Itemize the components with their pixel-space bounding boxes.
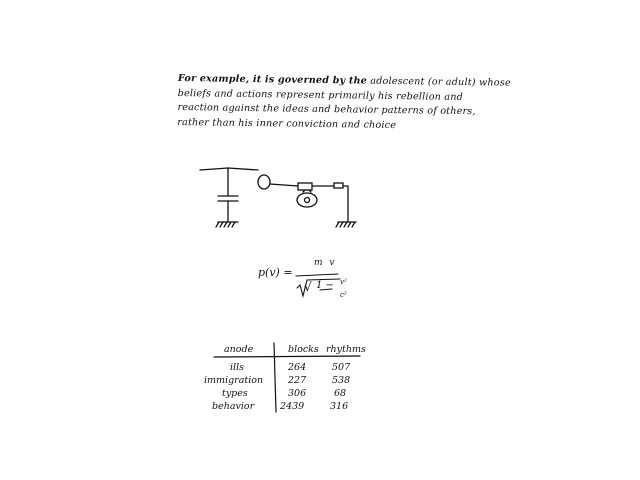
resistor-box-2 (333, 182, 344, 189)
radical-overline (296, 278, 341, 299)
fraction-bar (295, 273, 339, 277)
formula-radical: √ (304, 280, 312, 294)
table-row-3-blocks: 306 (288, 388, 307, 399)
table-row-3-label: types (222, 388, 248, 399)
handwritten-table: anode blocks rhythms ills 264 507 immigr… (200, 342, 380, 416)
table-row-1-label: ills (230, 362, 244, 373)
table-row-4-rhythms: 316 (330, 401, 349, 412)
table-column-rule (273, 342, 277, 413)
table-row-2-blocks: 227 (288, 375, 307, 386)
formula-inner-denominator: c² (340, 291, 347, 299)
resistor-box-1 (297, 182, 313, 191)
formula-numerator: m v (314, 258, 337, 268)
wire-middle (269, 183, 299, 187)
table-header-anode: anode (224, 344, 254, 355)
loop-symbol (257, 174, 271, 190)
eye-source (296, 192, 318, 208)
top-wire-left (199, 167, 259, 171)
eye-source-center (303, 196, 311, 204)
table-header-rhythms: rhythms (326, 344, 366, 355)
inner-fraction-bar (319, 288, 333, 291)
table-row-2-label: immigration (204, 375, 264, 386)
table-row-4-blocks: 2439 (280, 401, 305, 412)
table-row-2-rhythms: 538 (332, 375, 351, 386)
table-row-1-blocks: 264 (288, 362, 307, 373)
ground-right-hatch (335, 221, 356, 228)
right-drop-wire (342, 185, 349, 223)
table-row-4-label: behavior (212, 401, 255, 412)
formula-denominator-text: 1 − (316, 280, 334, 291)
table-row-1-rhythms: 507 (332, 362, 351, 373)
table-row-3-rhythms: 68 (334, 388, 347, 399)
table-header-blocks: blocks (288, 344, 319, 355)
table-header-rule (213, 355, 361, 358)
formula-inner-numerator: v² (340, 278, 347, 286)
formula-lhs: p(v) = (258, 266, 293, 279)
eye-source-leads (302, 189, 312, 193)
momentum-formula: p(v) = m v √ 1 − v² c² (256, 258, 376, 304)
ground-left-hatch (215, 221, 236, 228)
